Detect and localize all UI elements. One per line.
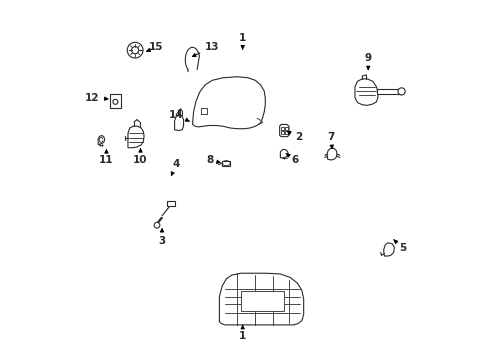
Circle shape — [397, 88, 405, 95]
Polygon shape — [98, 135, 104, 145]
Text: 9: 9 — [364, 53, 371, 69]
Bar — [376, 89, 400, 94]
Text: 5: 5 — [393, 240, 405, 253]
Text: 2: 2 — [287, 131, 301, 142]
Text: 8: 8 — [206, 155, 220, 165]
Text: 10: 10 — [133, 149, 147, 165]
Bar — [285, 131, 287, 134]
Text: 13: 13 — [192, 42, 219, 57]
Bar — [281, 127, 284, 130]
Text: 7: 7 — [326, 132, 334, 148]
Text: 12: 12 — [84, 93, 108, 103]
Text: 1: 1 — [239, 325, 246, 341]
Text: 4: 4 — [171, 159, 180, 175]
Text: 3: 3 — [158, 229, 165, 246]
Polygon shape — [279, 125, 288, 136]
Text: 1: 1 — [239, 33, 246, 49]
Bar — [222, 161, 230, 166]
Polygon shape — [174, 115, 183, 131]
Polygon shape — [383, 243, 394, 256]
Bar — [285, 127, 287, 130]
Text: 14: 14 — [168, 111, 189, 121]
Text: 11: 11 — [99, 149, 113, 165]
Polygon shape — [354, 79, 377, 105]
Polygon shape — [192, 77, 265, 129]
Polygon shape — [280, 149, 287, 158]
Text: 15: 15 — [146, 42, 163, 52]
Circle shape — [127, 42, 142, 58]
Circle shape — [154, 222, 160, 228]
Circle shape — [131, 46, 139, 54]
Bar — [281, 131, 284, 134]
Bar — [110, 94, 121, 108]
Bar — [241, 291, 284, 311]
Text: 6: 6 — [285, 153, 298, 165]
Bar — [167, 201, 174, 206]
Circle shape — [113, 99, 118, 104]
Polygon shape — [219, 273, 303, 325]
Polygon shape — [128, 126, 144, 148]
Polygon shape — [326, 148, 336, 160]
